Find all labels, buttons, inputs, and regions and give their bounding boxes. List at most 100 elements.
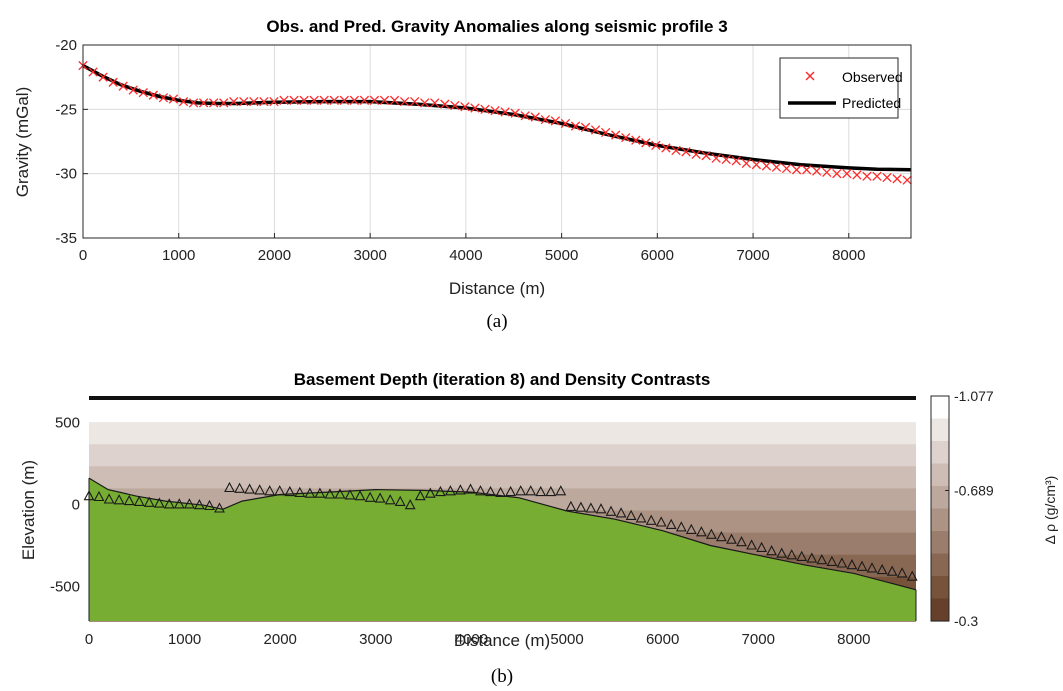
observed-point [329,95,339,105]
station-point [394,495,406,506]
chart-a-x-ticks: 0 1000 2000 3000 4000 5000 6000 7000 8000 [79,233,865,264]
observed-point [631,135,641,145]
chart-a-y-ticks: -20 -25 -30 -35 [55,37,88,247]
observed-point [319,95,329,105]
observed-point [691,149,701,160]
station-point [726,533,737,544]
station-point [334,488,346,499]
colorbar-segment [931,396,949,420]
station-point [153,497,165,508]
density-band [89,466,916,489]
station-point [766,545,778,556]
station-point [705,528,717,539]
y-tick-label: 500 [55,414,80,431]
station-point [565,500,577,511]
predicted-series [82,64,912,172]
station-point [635,512,647,523]
observed-point [399,96,410,107]
station-point [585,502,597,513]
station-point [93,490,105,502]
station-point [414,490,426,501]
x-tick-label: 4000 [455,631,488,648]
station-point [746,539,758,550]
station-point [264,485,276,496]
station-point [515,485,527,496]
station-point [575,501,587,512]
observed-point [259,96,269,107]
observed-point [731,156,741,166]
basement-fill [89,478,916,621]
station-point [83,490,95,501]
caption-a: (a) [486,311,507,332]
x-tick-label: 6000 [641,247,674,264]
x-tick-label: 1000 [162,247,195,264]
observed-point [279,95,289,105]
observed-point [862,171,872,181]
station-point [826,555,838,566]
station-point [344,489,356,500]
observed-point [369,95,380,105]
observed-point [118,81,128,91]
observed-point [570,121,581,131]
observed-point [379,95,390,105]
x-tick-label: 7000 [736,247,769,264]
observed-series [78,60,912,185]
observed-point [771,162,782,172]
y-tick-label: -35 [55,230,77,247]
observed-point [359,95,370,105]
x-tick-label: 5000 [550,631,583,648]
x-tick-label: 2000 [258,247,291,264]
station-markers [83,481,918,581]
colorbar-segment [931,553,949,577]
colorbar-segment [931,486,949,510]
legend-predicted-label: Predicted [842,95,901,111]
observed-point [761,161,772,171]
observed-point [229,96,239,107]
observed-point [178,96,189,107]
observed-point [148,90,159,100]
station-point [806,552,818,563]
colorbar-frame [930,395,950,622]
chart-a-xlabel: Distance (m) [449,279,545,298]
observed-point [299,95,309,105]
station-point [906,570,918,581]
colorbar-tick-label: -1.077 [954,388,994,404]
observed-point [470,103,480,113]
station-point [244,483,256,494]
station-point [816,554,828,565]
station-point [665,518,677,529]
observed-point [339,95,349,105]
observed-point [882,172,892,183]
colorbar-segment [931,576,949,600]
station-point [163,498,175,509]
x-tick-label: 8000 [832,247,865,264]
basement-chart: Basement Depth (iteration 8) and Density… [19,370,1058,687]
station-point [685,523,697,534]
observed-point [108,77,118,87]
station-point [354,490,366,501]
station-point [595,503,607,514]
station-point [143,496,155,507]
observed-point [158,93,169,103]
colorbar-tick-label: -0.3 [954,613,978,629]
colorbar-segment [931,598,949,622]
station-point [736,536,747,547]
station-point [846,559,858,570]
station-point [254,484,266,495]
station-point [645,514,657,525]
chart-b-x-ticks: 0 1000 2000 3000 4000 5000 6000 7000 8000 [85,631,871,648]
station-point [193,499,205,510]
observed-point [219,98,229,108]
y-tick-label: -500 [50,579,80,596]
observed-point [590,125,601,135]
y-tick-label: 0 [72,496,80,513]
observed-point [550,116,561,126]
observed-point [510,108,520,118]
station-point [876,563,888,575]
observed-point [480,104,490,114]
station-point [314,487,326,498]
observed-point [128,85,138,95]
station-point [896,567,908,578]
station-point [274,485,286,496]
station-point [796,550,808,561]
